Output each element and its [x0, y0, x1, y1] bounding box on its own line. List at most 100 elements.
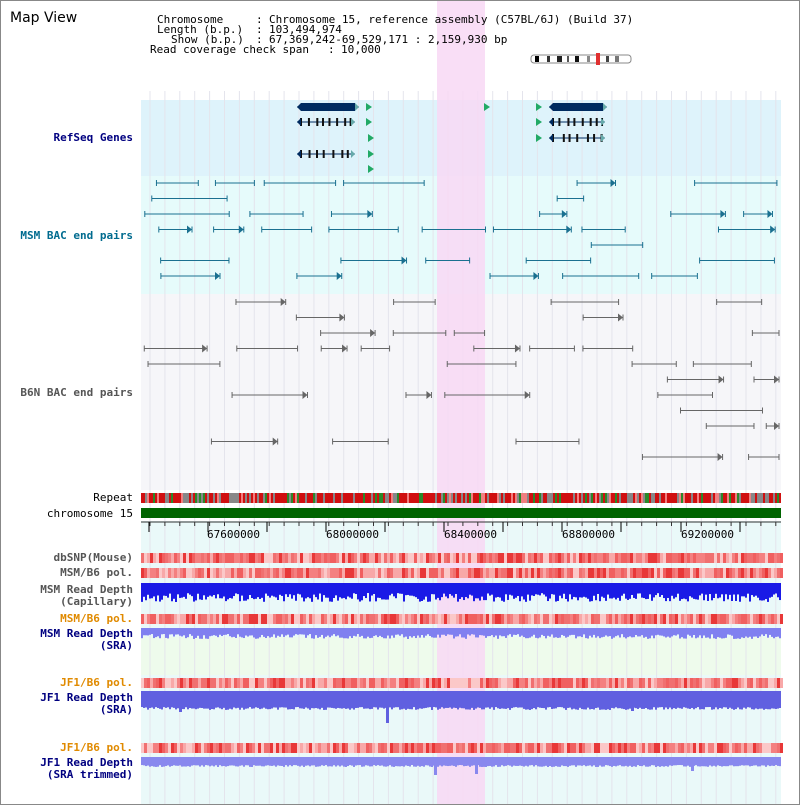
gene-exon [346, 150, 349, 158]
msm-pol-cell [660, 614, 663, 624]
jf1-depth-trim-bar [713, 765, 715, 766]
jf1-depth-sra-bar [403, 707, 405, 709]
msm-pol-cell [336, 568, 339, 578]
msm-pol-cell [300, 568, 303, 578]
repeat-segment [697, 493, 699, 503]
msm-depth-sra-bar [599, 634, 601, 639]
jf1-pol-cell [399, 743, 402, 753]
repeat-segment [593, 493, 595, 503]
jf1-depth-trim-bar [587, 765, 589, 766]
jf1-depth-sra-bar [753, 707, 755, 710]
jf1-pol-cell [387, 743, 390, 753]
dbsnp-cell [369, 553, 372, 563]
jf1-depth-sra-bar [599, 707, 601, 710]
msm-depth-sra-bar [497, 634, 499, 639]
jf1-pol-cell [186, 743, 189, 753]
msm-pol-cell [291, 614, 294, 624]
msm-pol-cell [591, 568, 594, 578]
msm-pol-cell [393, 614, 396, 624]
track-label-msm-bac[interactable]: MSM BAC end pairs [20, 229, 133, 242]
repeat-segment [721, 493, 723, 503]
track-label-chromosome[interactable]: chromosome 15 [46, 507, 133, 520]
msm-pol-cell [597, 614, 600, 624]
dbsnp-cell [399, 553, 402, 563]
track-label-msm-pol-2[interactable]: MSM/B6 pol. [60, 612, 133, 625]
jf1-depth-trim-bar [763, 765, 765, 766]
jf1-pol-cell [315, 743, 318, 753]
jf1-depth-sra-bar [779, 707, 781, 708]
jf1-pol-cell [735, 678, 738, 688]
jf1-depth-sra-bar [231, 707, 233, 710]
msm-depth-capillary-bar [279, 593, 281, 595]
msm-depth-capillary-bar [653, 593, 655, 598]
msm-depth-sra-bar [671, 634, 673, 637]
repeat-segment [767, 493, 769, 503]
msm-depth-sra-bar [587, 634, 589, 639]
msm-pol-cell [720, 614, 723, 624]
dbsnp-cell [384, 553, 387, 563]
jf1-pol-cell [504, 678, 507, 688]
jf1-pol-cell [198, 678, 201, 688]
jf1-pol-cell [150, 743, 153, 753]
jf1-pol-cell [426, 678, 429, 688]
track-label-jf1-pol-2[interactable]: JF1/B6 pol. [60, 741, 133, 754]
jf1-pol-cell [333, 678, 336, 688]
jf1-pol-cell [207, 678, 210, 688]
jf1-pol-cell [336, 678, 339, 688]
repeat-segment [603, 493, 605, 503]
gene-arrow [549, 118, 553, 126]
repeat-segment [587, 493, 589, 503]
jf1-depth-sra-bar-spike [179, 707, 182, 712]
track-label-jf1-pol-1[interactable]: JF1/B6 pol. [60, 676, 133, 689]
track-label-jf1-depth-sra[interactable]: JF1 Read Depth (SRA) [40, 691, 133, 716]
msm-depth-capillary-bar [597, 593, 599, 594]
msm-depth-sra-bar [705, 634, 707, 638]
msm-pol-cell [558, 614, 561, 624]
track-label-refseq[interactable]: RefSeq Genes [53, 131, 133, 144]
jf1-depth-sra-bar [727, 707, 729, 710]
track-label-b6n-bac[interactable]: B6N BAC end pairs [20, 386, 133, 399]
jf1-depth-trim-bar [189, 765, 191, 767]
repeat-segment [507, 493, 509, 503]
ideogram-band [557, 56, 562, 62]
track-label-msm-depth-sra[interactable]: MSM Read Depth (SRA) [40, 627, 133, 652]
jf1-depth-sra-bar [277, 707, 279, 710]
msm-depth-sra-bar [595, 634, 597, 638]
repeat-segment [363, 493, 365, 503]
msm-depth-capillary-bar [539, 593, 541, 596]
msm-pol-cell [630, 614, 633, 624]
track-label-jf1-depth-trimmed[interactable]: JF1 Read Depth (SRA trimmed) [40, 756, 133, 781]
dbsnp-cell [696, 553, 699, 563]
msm-depth-capillary-bar [647, 593, 649, 599]
repeat-segment [731, 493, 733, 503]
msm-depth-sra-bar [375, 634, 377, 636]
repeat-segment [739, 493, 741, 503]
msm-depth-sra-bar [679, 634, 681, 639]
repeat-segment [529, 493, 531, 503]
msm-pol-cell [378, 568, 381, 578]
track-label-msm-depth-capillary[interactable]: MSM Read Depth (Capillary) [40, 583, 133, 608]
repeat-segment [237, 493, 239, 503]
jf1-pol-cell [222, 678, 225, 688]
jf1-depth-trim-bar [483, 765, 485, 767]
dbsnp-cell [471, 553, 474, 563]
jf1-pol-cell [351, 743, 354, 753]
msm-depth-capillary-bar [651, 593, 653, 601]
track-label-repeat[interactable]: Repeat [93, 491, 133, 504]
msm-depth-capillary-bar [213, 593, 215, 596]
jf1-depth-trim-bar [597, 765, 599, 767]
gene-arrow [601, 118, 605, 126]
jf1-pol-cell [159, 678, 162, 688]
jf1-depth-trim-bar [655, 765, 657, 767]
track-label-dbsnp[interactable]: dbSNP(Mouse) [53, 551, 133, 564]
msm-pol-cell [339, 614, 342, 624]
msm-depth-capillary-bar [373, 593, 375, 594]
msm-depth-capillary-bar [777, 593, 779, 598]
msm-depth-capillary-bar [765, 593, 767, 600]
track-label-msm-pol-1[interactable]: MSM/B6 pol. [60, 566, 133, 579]
repeat-segment [713, 493, 715, 503]
repeat-segment [769, 493, 771, 503]
msm-depth-capillary-bar [385, 593, 387, 600]
msm-depth-sra-bar [455, 634, 457, 637]
